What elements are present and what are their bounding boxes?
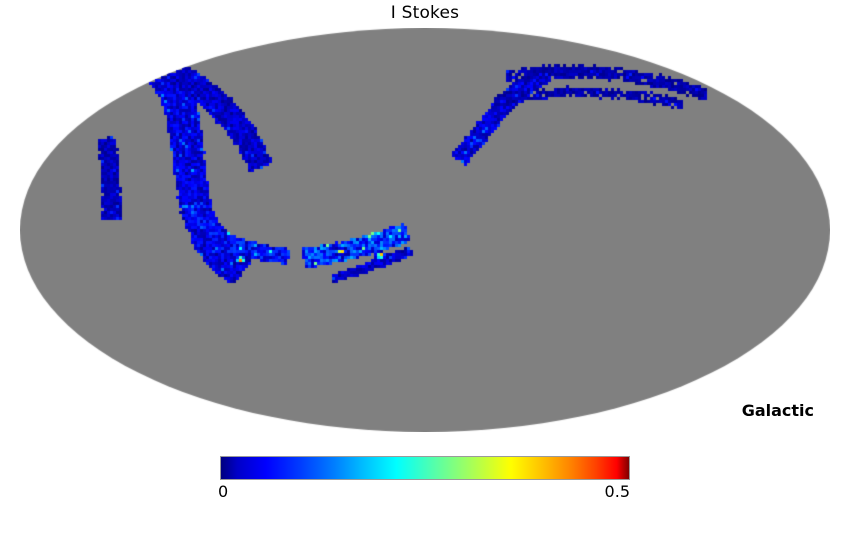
colorbar-bar xyxy=(220,456,630,480)
colorbar-max-tick-label: 0.5 xyxy=(604,482,630,501)
sky-map xyxy=(20,28,830,432)
colorbar-min-tick-label: 0 xyxy=(218,482,229,501)
colorbar: 0 0.5 xyxy=(218,456,630,506)
mollweide-projection-canvas xyxy=(20,28,830,432)
colorbar-gradient xyxy=(221,457,629,479)
page-title: I Stokes xyxy=(390,3,460,23)
coordinate-system-label: Galactic xyxy=(741,401,814,420)
